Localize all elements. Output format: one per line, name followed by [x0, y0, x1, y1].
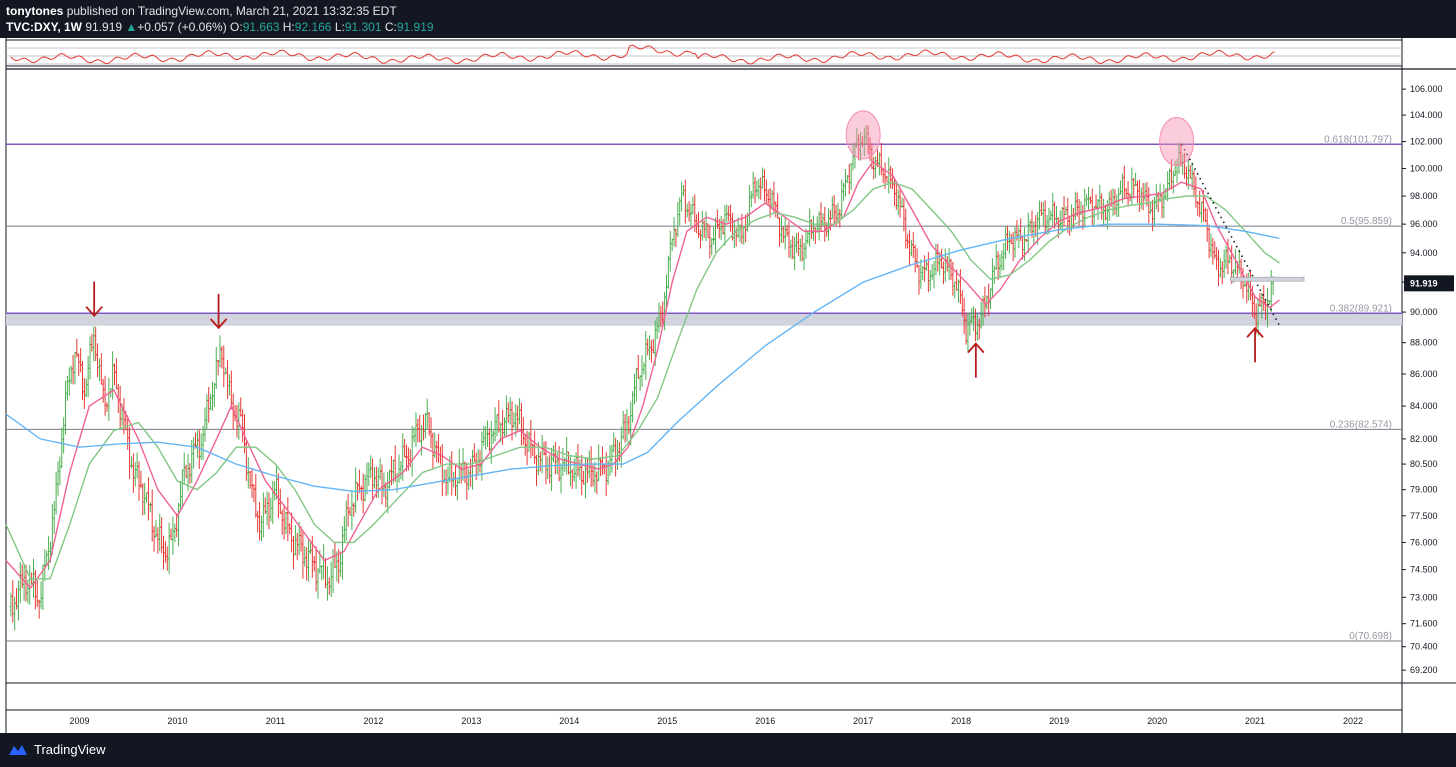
down-arrow-head-icon: [209, 318, 228, 330]
fib-level-label: 0.5(95.859): [1341, 216, 1392, 227]
y-tick-label: 74.500: [1410, 565, 1438, 575]
close-value: 91.919: [396, 20, 434, 34]
y-tick-label: 77.500: [1410, 511, 1438, 521]
tradingview-logo-icon: [9, 744, 27, 755]
x-tick-label: 2017: [853, 716, 873, 726]
author-name[interactable]: tonytones: [6, 4, 64, 18]
fib-level-label: 0.236(82.574): [1330, 419, 1392, 430]
y-tick-label: 106.000: [1410, 84, 1443, 94]
up-arrow-head-icon: [1246, 326, 1264, 338]
y-tick-label: 104.000: [1410, 110, 1443, 120]
last-price-label: 91.919: [1410, 278, 1438, 288]
down-arrow-head-icon: [85, 306, 103, 318]
last-price-badge: [1404, 275, 1454, 292]
x-tick-label: 2009: [69, 716, 89, 726]
moving-average-line: [5, 160, 1280, 590]
x-tick-label: 2018: [951, 716, 971, 726]
high-value: 92.166: [294, 20, 332, 34]
change-text: +0.057 (+0.06%): [137, 20, 227, 34]
fib-level-label: 0(70.698): [1349, 631, 1392, 642]
x-tick-label: 2012: [363, 716, 383, 726]
low-label: L:: [334, 20, 345, 34]
dotted-trendline: [1180, 143, 1281, 327]
x-tick-label: 2011: [266, 716, 285, 726]
price-chart[interactable]: 0.618(101.797) 0.5(95.859) 0.382(89.921) 0.…: [0, 38, 1456, 733]
y-tick-label: 79.000: [1410, 485, 1438, 495]
x-tick-label: 2010: [167, 716, 187, 726]
y-tick-label: 90.000: [1410, 307, 1438, 317]
publish-text: published on TradingView.com, March 21, …: [66, 4, 397, 18]
symbol-info: TVC:DXY, 1W 91.919 ▲+0.057 (+0.06%) O:91…: [6, 20, 434, 34]
x-tick-label: 2015: [657, 716, 677, 726]
x-tick-label: 2020: [1147, 716, 1167, 726]
x-tick-label: 2016: [755, 716, 775, 726]
low-value: 91.301: [344, 20, 382, 34]
y-tick-label: 80.500: [1410, 459, 1438, 469]
moving-average-line: [5, 223, 1280, 493]
close-label: C:: [384, 20, 397, 34]
publish-info: tonytones published on TradingView.com, …: [6, 4, 397, 18]
up-arrow-head-icon: [967, 342, 985, 354]
y-tick-label: 94.000: [1410, 248, 1438, 258]
y-tick-label: 73.000: [1410, 592, 1438, 602]
open-value: 91.663: [242, 20, 280, 34]
brand-label: TradingView: [34, 742, 106, 757]
y-tick-label: 82.000: [1410, 434, 1438, 444]
high-label: H:: [282, 20, 295, 34]
resistance-box: [1230, 276, 1305, 282]
x-tick-label: 2022: [1343, 716, 1363, 726]
y-tick-label: 86.000: [1410, 369, 1438, 379]
moving-average-line: [5, 181, 1280, 580]
fib-level-label: 0.382(89.921): [1330, 303, 1392, 314]
oscillator-pane: [5, 39, 1403, 67]
y-tick-label: 96.000: [1410, 219, 1438, 229]
oscillator-line: [10, 44, 1275, 65]
x-tick-label: 2019: [1049, 716, 1069, 726]
fib-level-label: 0.618(101.797): [1324, 134, 1392, 145]
symbol-label[interactable]: TVC:DXY, 1W: [6, 20, 83, 34]
x-tick-label: 2013: [461, 716, 481, 726]
last-price: 91.919: [85, 20, 123, 34]
y-tick-label: 70.400: [1410, 642, 1438, 652]
chart-area[interactable]: 0.618(101.797) 0.5(95.859) 0.382(89.921) 0.…: [0, 38, 1456, 733]
highlight-circle: [1159, 117, 1195, 167]
y-tick-label: 69.200: [1410, 665, 1438, 675]
chart-header: tonytones published on TradingView.com, …: [0, 0, 1456, 38]
y-tick-label: 100.000: [1410, 164, 1443, 174]
up-triangle-icon: ▲: [125, 20, 138, 34]
x-tick-label: 2014: [559, 716, 579, 726]
highlight-circle: [845, 110, 881, 160]
y-tick-label: 84.000: [1410, 401, 1438, 411]
y-tick-label: 71.600: [1410, 619, 1438, 629]
y-tick-label: 102.000: [1410, 137, 1443, 147]
y-tick-label: 88.000: [1410, 338, 1438, 348]
open-label: O:: [230, 20, 243, 34]
support-zone: [6, 313, 1402, 326]
tradingview-brand[interactable]: TradingView: [8, 742, 106, 757]
footer-bar: TradingView: [0, 733, 1456, 767]
x-tick-label: 2021: [1245, 716, 1265, 726]
y-tick-label: 76.000: [1410, 537, 1438, 547]
y-tick-label: 98.000: [1410, 191, 1438, 201]
